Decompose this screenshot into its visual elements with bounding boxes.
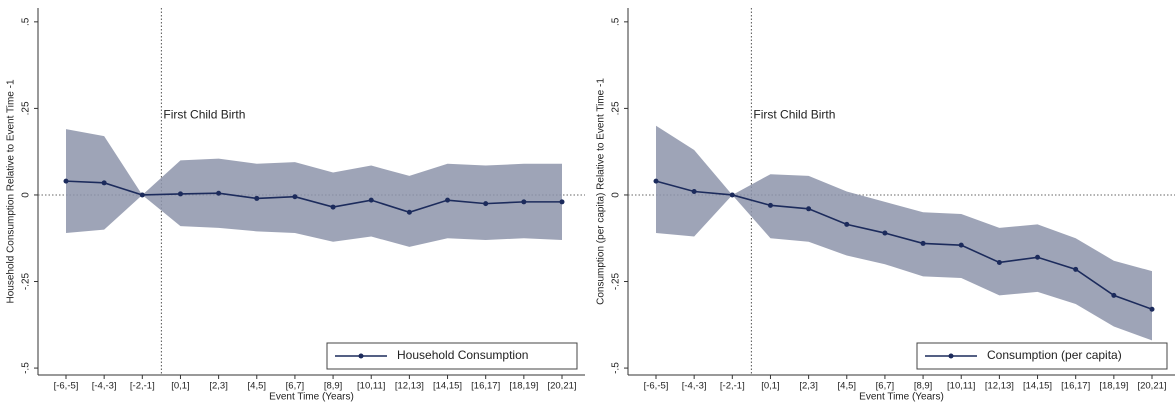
x-tick-label: [-6,-5] — [644, 381, 669, 392]
x-tick-label: [6,7] — [876, 381, 895, 392]
point — [1149, 306, 1155, 312]
point — [844, 221, 850, 227]
point — [63, 178, 69, 184]
legend-point — [358, 353, 364, 359]
y-tick-label: -.25 — [21, 272, 32, 290]
point — [996, 259, 1002, 265]
x-tick-label: [-4,-3] — [682, 381, 707, 392]
x-tick-label: [20,21] — [1137, 381, 1166, 392]
point — [920, 240, 926, 246]
annotation: First Child Birth — [753, 108, 835, 122]
line — [655, 180, 1153, 310]
legend-label: Household Consumption — [397, 348, 528, 362]
point — [445, 197, 451, 203]
y-tick-label: .25 — [611, 101, 622, 115]
confidence-band — [66, 129, 562, 247]
point — [139, 192, 145, 198]
point — [330, 204, 336, 210]
x-tick-label: [0,1] — [171, 381, 190, 392]
point — [1111, 292, 1117, 298]
y-axis-title: Household Consumption Relative to Event … — [6, 79, 17, 303]
point — [521, 199, 527, 205]
y-tick-label: .5 — [611, 17, 622, 26]
x-tick-label: [0,1] — [761, 381, 780, 392]
x-axis-title: Event Time (Years) — [859, 392, 944, 403]
x-tick-label: [10,11] — [947, 381, 975, 392]
point — [406, 209, 412, 215]
x-tick-label: [2,3] — [799, 381, 818, 392]
x-tick-label: [2,3] — [209, 381, 228, 392]
y-tick-label: .5 — [21, 17, 32, 26]
point — [767, 202, 773, 208]
point — [368, 197, 374, 203]
x-tick-label: [-6,-5] — [54, 381, 79, 392]
x-tick-label: [10,11] — [357, 381, 385, 392]
point — [806, 206, 812, 212]
x-tick-label: [8,9] — [324, 381, 343, 392]
point — [1035, 254, 1041, 260]
x-tick-label: [-2,-1] — [720, 381, 745, 392]
y-tick-label: 0 — [611, 192, 622, 198]
x-tick-label: [4,5] — [838, 381, 857, 392]
y-tick-label: -.25 — [611, 272, 622, 290]
x-tick-label: [4,5] — [248, 381, 267, 392]
legend-point — [948, 353, 954, 359]
x-tick-label: [18,19] — [1099, 381, 1128, 392]
point — [882, 230, 888, 236]
point — [958, 242, 964, 248]
x-tick-label: [-2,-1] — [130, 381, 155, 392]
x-tick-label: [12,13] — [395, 381, 424, 392]
x-tick-label: [16,17] — [471, 381, 500, 392]
point — [177, 191, 183, 197]
annotation: First Child Birth — [163, 108, 245, 122]
x-axis-title: Event Time (Years) — [269, 392, 354, 403]
x-tick-label: [14,15] — [433, 381, 462, 392]
point — [254, 195, 260, 201]
x-tick-label: [14,15] — [1023, 381, 1052, 392]
point — [559, 199, 565, 205]
line — [65, 180, 562, 214]
point — [1073, 266, 1079, 272]
x-tick-label: [18,19] — [509, 381, 538, 392]
point — [292, 194, 298, 200]
point — [483, 201, 489, 207]
y-axis-title: Consumption (per capita) Relative to Eve… — [596, 78, 607, 305]
x-tick-label: [12,13] — [985, 381, 1014, 392]
point — [216, 190, 222, 196]
x-tick-label: [20,21] — [547, 381, 576, 392]
x-tick-label: [6,7] — [286, 381, 305, 392]
point — [101, 180, 107, 186]
x-tick-label: [16,17] — [1061, 381, 1090, 392]
point — [653, 178, 659, 184]
point — [691, 189, 697, 194]
x-tick-label: [8,9] — [914, 381, 933, 392]
x-tick-label: [-4,-3] — [92, 381, 117, 392]
y-tick-label: -.5 — [21, 362, 32, 374]
y-tick-label: -.5 — [611, 362, 622, 374]
legend-label: Consumption (per capita) — [987, 348, 1122, 362]
y-tick-label: .25 — [21, 101, 32, 115]
point — [729, 192, 735, 198]
y-tick-label: 0 — [21, 192, 32, 198]
confidence-band — [656, 125, 1152, 341]
